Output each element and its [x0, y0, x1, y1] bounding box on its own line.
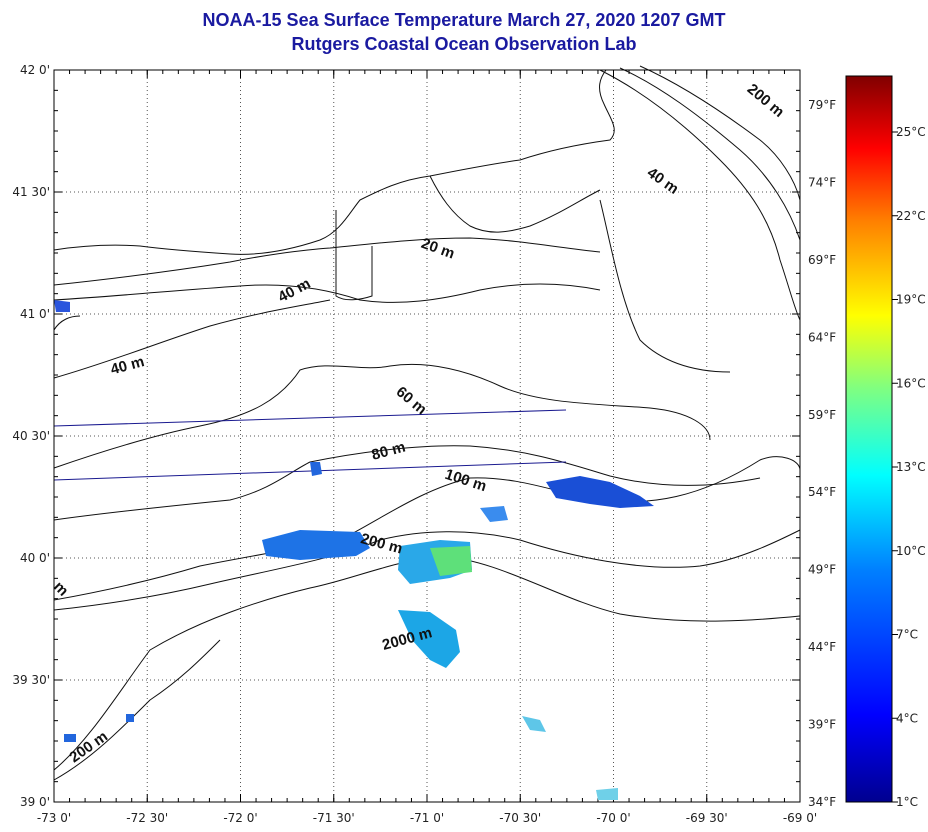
colorbar-celsius-label: 7°C — [896, 628, 918, 642]
colorbar-celsius-label: 10°C — [896, 544, 926, 558]
y-tick-label: 42 0' — [20, 63, 50, 77]
depth-label: 20 m — [419, 235, 457, 263]
fahrenheit-label: 44°F — [808, 640, 836, 654]
depth-label: 60 m — [393, 383, 430, 418]
y-tick-label: 40 30' — [12, 429, 50, 443]
colorbar-celsius-label: 22°C — [896, 209, 926, 223]
depth-label: 80 m — [370, 439, 407, 464]
fahrenheit-label: 39°F — [808, 718, 836, 732]
contour-2000m — [53, 555, 801, 771]
map-frame — [53, 69, 801, 803]
contour-georges — [599, 69, 801, 321]
colorbar-celsius-label: 16°C — [896, 376, 926, 390]
transect-lines — [53, 409, 567, 481]
contour-200m — [53, 529, 801, 611]
coastline — [53, 69, 731, 373]
depth-label: 200 m — [359, 530, 404, 557]
fahrenheit-label: 59°F — [808, 408, 836, 422]
contour-40m-south — [53, 299, 331, 379]
x-tick-label: -69 30' — [686, 811, 728, 825]
x-tick-label: -72 0' — [223, 811, 257, 825]
y-tick-label: 39 0' — [20, 795, 50, 809]
map-title: NOAA-15 Sea Surface Temperature March 27… — [202, 10, 726, 30]
fahrenheit-label: 54°F — [808, 485, 836, 499]
depth-label: 40 m — [644, 164, 682, 198]
depth-label: 40 m — [109, 353, 146, 378]
sst-patches — [54, 300, 654, 800]
y-tick-label: 41 0' — [20, 307, 50, 321]
contour-20m — [53, 237, 601, 286]
colorbar-celsius-label: 1°C — [896, 795, 918, 809]
x-tick-label: -69 0' — [783, 811, 817, 825]
fahrenheit-label: 49°F — [808, 563, 836, 577]
y-tick-label: 40 0' — [20, 551, 50, 565]
fahrenheit-labels: 79°F 74°F 69°F 64°F 59°F 54°F 49°F 44°F 39°F 34°F — [808, 98, 836, 809]
x-tick-label: -70 30' — [499, 811, 541, 825]
contour-40m-north — [53, 283, 601, 303]
contour-100m — [53, 456, 801, 601]
depth-label: 100 m — [443, 466, 489, 495]
x-tick-label: -71 0' — [410, 811, 444, 825]
contour-200m-south — [53, 639, 221, 781]
colorbar-celsius-label: 13°C — [896, 460, 926, 474]
bathymetry-contours — [53, 65, 801, 781]
colorbar-celsius-label: 25°C — [896, 125, 926, 139]
contour-60m — [53, 363, 711, 469]
colorbar-celsius-labels: 25°C 22°C 19°C 16°C 13°C 10°C 7°C 4°C 1°C — [892, 125, 926, 809]
x-tick-label: -73 0' — [37, 811, 71, 825]
x-tick-label: -71 30' — [313, 811, 355, 825]
colorbar-celsius-label: 4°C — [896, 711, 918, 725]
fahrenheit-label: 74°F — [808, 175, 836, 189]
map-subtitle: Rutgers Coastal Ocean Observation Lab — [291, 34, 637, 54]
fahrenheit-label: 79°F — [808, 98, 836, 112]
fahrenheit-label: 64°F — [808, 330, 836, 344]
contour-georges-3 — [639, 65, 801, 201]
colorbar-celsius-label: 19°C — [896, 293, 926, 307]
depth-label: 40 m — [275, 275, 313, 306]
x-tick-label: -70 0' — [596, 811, 630, 825]
fahrenheit-label: 69°F — [808, 253, 836, 267]
fahrenheit-label: 34°F — [808, 795, 836, 809]
depth-label: 200 m — [744, 81, 788, 121]
y-tick-label: 41 30' — [12, 185, 50, 199]
contour-georges-2 — [619, 67, 801, 241]
contour-80m — [53, 445, 761, 521]
latitude-axis: 42 0' 41 30' 41 0' 40 30' 40 0' 39 30' 39 0' — [12, 63, 800, 809]
y-tick-label: 39 30' — [12, 673, 50, 687]
x-tick-label: -72 30' — [126, 811, 168, 825]
depth-label: m — [50, 578, 71, 599]
colorbar — [845, 75, 893, 803]
lat-lon-grid — [53, 69, 801, 803]
longitude-axis: -73 0' -72 30' -72 0' -71 30' -71 0' -70 30' -… — [37, 70, 817, 825]
